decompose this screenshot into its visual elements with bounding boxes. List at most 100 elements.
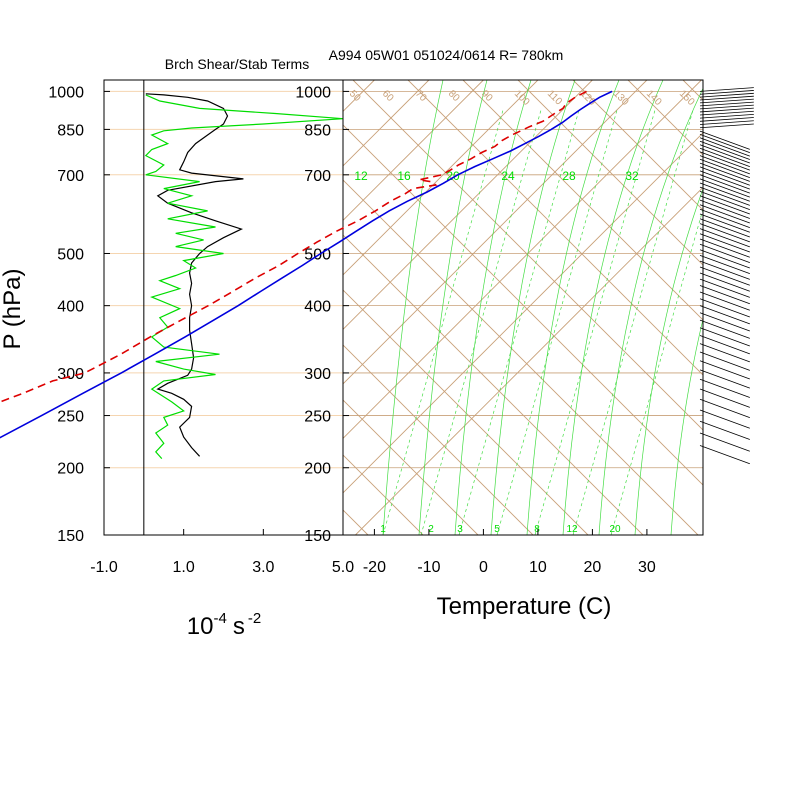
- right-y-tick-label: 700: [304, 168, 331, 185]
- dry-adiabat: [343, 179, 699, 535]
- wind-barb: [699, 101, 754, 107]
- wind-barb: [699, 151, 750, 171]
- wind-barb: [699, 243, 750, 263]
- wind-barb: [699, 260, 750, 280]
- left-y-tick-label: 500: [57, 246, 84, 263]
- isotherm-label: 12: [354, 169, 368, 183]
- wind-barb: [699, 360, 750, 380]
- wind-barb: [699, 140, 750, 160]
- wind-barb: [699, 199, 750, 219]
- right-y-tick-label: 850: [304, 122, 331, 139]
- wind-barb: [699, 204, 750, 224]
- isotherm: [0, 80, 320, 535]
- mixing-ratio-label: 2: [428, 524, 434, 535]
- wind-barb: [699, 186, 750, 206]
- isotherm: [343, 80, 430, 167]
- temperature-tick-label: 10: [529, 559, 547, 576]
- wind-barb: [699, 249, 750, 269]
- wind-barb: [699, 312, 750, 332]
- wind-barbs: [699, 87, 754, 465]
- right-plot-frame: [342, 79, 704, 536]
- dry-adiabat: [352, 80, 703, 431]
- left-y-tick-label: 850: [57, 122, 84, 139]
- left-x-tick-label: 1.0: [173, 559, 195, 576]
- wind-barb: [699, 327, 750, 347]
- wind-barb: [699, 104, 754, 110]
- wind-barb: [699, 110, 754, 116]
- left-y-tick-label: 250: [57, 409, 84, 426]
- isotherm: [355, 186, 703, 535]
- right-y-tick-label: 300: [304, 366, 331, 383]
- wind-barb: [699, 90, 754, 95]
- wind-barb: [699, 388, 750, 408]
- wind-barb: [699, 378, 750, 398]
- wind-barb: [699, 178, 750, 198]
- green-series-line: [144, 94, 344, 460]
- wind-barb: [699, 432, 750, 452]
- wind-barb: [699, 191, 750, 211]
- dry-adiabat: [462, 80, 703, 321]
- wind-barb: [699, 335, 750, 355]
- isotherm: [343, 80, 702, 440]
- wind-barb: [699, 298, 750, 318]
- black-series-line: [145, 93, 244, 457]
- wind-barb: [699, 208, 750, 228]
- wind-barb: [699, 254, 750, 275]
- temperature-profile-line: [0, 90, 613, 439]
- mixing-ratio-label: 5: [494, 524, 500, 535]
- left-y-tick-label: 150: [57, 528, 84, 545]
- temperature-tick-label: 0: [479, 559, 488, 576]
- wind-barb: [699, 445, 750, 465]
- moist-adiabat: [382, 80, 444, 535]
- mixing-ratio-label: 20: [609, 524, 621, 535]
- left-chart-title: Brch Shear/Stab Terms: [165, 56, 309, 72]
- wind-barb: [699, 272, 750, 292]
- isotherm: [343, 80, 593, 331]
- wind-barb: [699, 223, 750, 243]
- wind-barb: [699, 144, 750, 164]
- wind-barb: [699, 166, 750, 186]
- wind-barb: [699, 420, 750, 440]
- wind-barb: [699, 98, 754, 104]
- isotherm-label: 28: [562, 169, 576, 183]
- wind-barb: [699, 95, 754, 101]
- y-axis-label: P (hPa): [0, 269, 26, 350]
- moist-adiabat: [670, 317, 703, 535]
- left-y-tick-label: 700: [57, 168, 84, 185]
- left-x-axis-label: 10-4 s -2: [187, 610, 261, 640]
- wind-barb: [699, 87, 754, 92]
- mixing-ratio-line: [458, 109, 580, 535]
- unit-exponent-2: -2: [248, 610, 261, 627]
- wind-barb: [699, 291, 750, 311]
- wind-barb: [699, 182, 750, 202]
- right-y-tick-label: 150: [304, 528, 331, 545]
- dry-adiabat: [343, 454, 424, 535]
- dry-adiabat: [343, 289, 589, 535]
- wind-barb: [699, 343, 750, 363]
- mixing-ratio-label: 8: [534, 524, 540, 535]
- wind-barb: [699, 195, 750, 215]
- wind-barb: [699, 162, 750, 182]
- dry-adiabat: [793, 80, 800, 535]
- wind-barb: [699, 158, 750, 178]
- right-y-tick-label: 1000: [295, 84, 331, 101]
- wind-barb: [699, 218, 750, 238]
- wind-barb: [699, 117, 754, 122]
- wind-barb: [699, 147, 750, 167]
- moist-adiabat: [526, 80, 620, 535]
- mixing-ratio-label: 3: [457, 524, 463, 535]
- dry-adiabat: [343, 234, 644, 535]
- left-x-tick-label: 3.0: [252, 559, 274, 576]
- isotherm: [343, 80, 484, 222]
- unit-base: 10: [187, 613, 214, 640]
- moist-adiabat: [634, 187, 703, 535]
- unit-seconds: s: [233, 613, 245, 640]
- wind-barb: [699, 120, 754, 125]
- dry-adiabat: [343, 399, 479, 535]
- left-y-tick-label: 400: [57, 299, 84, 316]
- wind-barb: [699, 228, 750, 248]
- moist-adiabat: [598, 87, 703, 535]
- isotherm: [343, 132, 703, 494]
